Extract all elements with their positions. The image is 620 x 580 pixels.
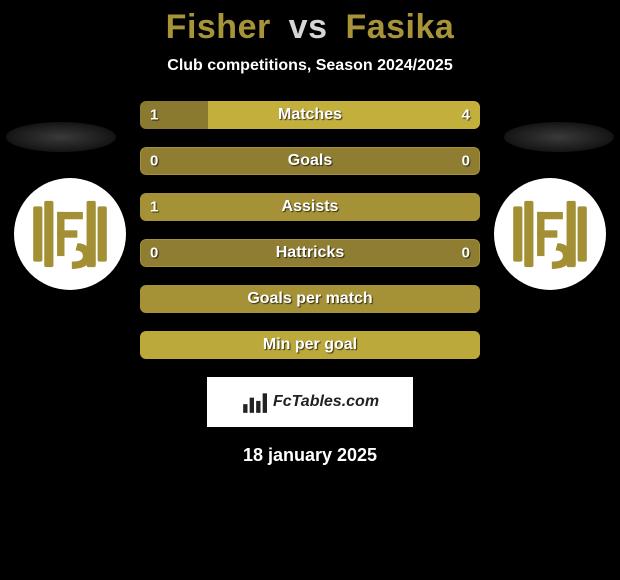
bar-value-left: 0 (150, 153, 158, 170)
bar-fill-right (208, 101, 480, 129)
crest-left (14, 178, 126, 290)
stat-bar: 1 4 Matches (140, 101, 480, 129)
date-text: 18 january 2025 (0, 445, 620, 466)
subtitle: Club competitions, Season 2024/2025 (0, 57, 620, 75)
bar-label: Matches (278, 106, 342, 124)
bar-value-left: 0 (150, 245, 158, 262)
shadow-left (6, 122, 116, 152)
page-title: Fisher vs Fasika (0, 8, 620, 47)
bar-value-right: 4 (462, 107, 470, 124)
stat-bars: 1 4 Matches 0 0 Goals 1 Assists 0 0 Hattricks Goals… (140, 101, 480, 359)
club-crest-icon (24, 188, 116, 280)
bar-label: Assists (282, 198, 339, 216)
bar-label: Hattricks (276, 244, 344, 262)
bar-value-right: 0 (462, 153, 470, 170)
watermark-text: FcTables.com (273, 393, 379, 411)
shadow-right (504, 122, 614, 152)
stat-bar: 1 Assists (140, 193, 480, 221)
watermark-badge: FcTables.com (207, 377, 413, 427)
bar-label: Goals (288, 152, 332, 170)
bar-label: Goals per match (247, 290, 372, 308)
club-crest-icon (504, 188, 596, 280)
stat-bar: Goals per match (140, 285, 480, 313)
crest-right (494, 178, 606, 290)
root-container: Fisher vs Fasika Club competitions, Seas… (0, 0, 620, 580)
stat-bar: Min per goal (140, 331, 480, 359)
bar-value-left: 1 (150, 199, 158, 216)
bar-value-left: 1 (150, 107, 158, 124)
stat-bar: 0 0 Goals (140, 147, 480, 175)
bar-value-right: 0 (462, 245, 470, 262)
title-vs: vs (289, 8, 328, 46)
title-player2: Fasika (345, 8, 454, 46)
stat-bar: 0 0 Hattricks (140, 239, 480, 267)
bar-label: Min per goal (263, 336, 357, 354)
title-player1: Fisher (166, 8, 271, 46)
bar-chart-icon (241, 389, 267, 415)
